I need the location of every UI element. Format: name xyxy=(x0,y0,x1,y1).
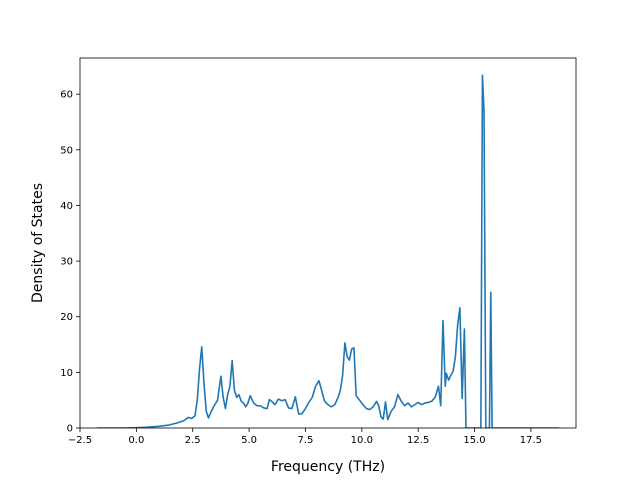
x-tick-label: −2.5 xyxy=(68,435,92,446)
x-tick-label: 15.0 xyxy=(463,435,485,446)
x-tick-label: 7.5 xyxy=(298,435,314,446)
y-axis: 0 10 20 30 40 50 60 xyxy=(60,90,80,435)
y-tick-label: 20 xyxy=(60,312,73,323)
y-tick-label: 30 xyxy=(60,257,73,268)
y-tick-label: 40 xyxy=(60,201,73,212)
x-axis-label: Frequency (THz) xyxy=(271,459,385,475)
x-tick-label: 10.0 xyxy=(351,435,373,446)
plot-frame xyxy=(79,57,577,429)
data-layer xyxy=(96,74,560,428)
x-tick-label: 17.5 xyxy=(520,435,542,446)
y-tick-label: 0 xyxy=(67,424,73,435)
y-tick-label: 10 xyxy=(60,368,73,379)
y-tick-label: 60 xyxy=(60,90,73,101)
x-tick-label: 0.0 xyxy=(128,435,144,446)
x-axis: −2.5 0.0 2.5 5.0 7.5 10.0 12.5 15.0 17.5 xyxy=(68,428,542,446)
y-tick-label: 50 xyxy=(60,145,73,156)
dos-series-line xyxy=(96,74,560,428)
x-tick-label: 12.5 xyxy=(407,435,429,446)
x-tick-label: 2.5 xyxy=(185,435,201,446)
y-axis-label: Density of States xyxy=(30,183,46,303)
x-tick-label: 5.0 xyxy=(241,435,257,446)
plot-area xyxy=(80,58,576,428)
